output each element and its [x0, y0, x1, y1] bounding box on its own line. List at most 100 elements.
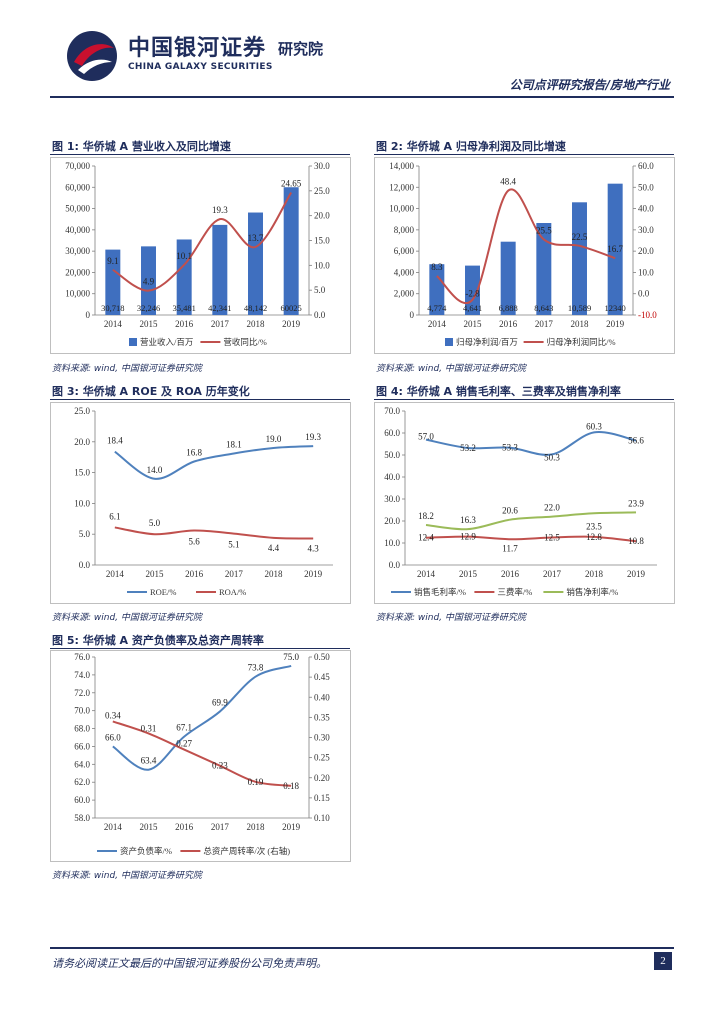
x-tick-label: 2015 [464, 319, 483, 329]
figure-1-source: 资料来源: wind, 中国银河证券研究院 [52, 364, 202, 374]
y-tick-label: 20.0 [384, 516, 400, 526]
series-line [112, 192, 293, 292]
x-tick-label: 2014 [417, 569, 436, 579]
data-label: 5.0 [149, 518, 161, 528]
y-tick-label: 8,000 [394, 225, 415, 235]
data-label: 0.19 [248, 777, 264, 787]
legend-label: 营收同比/% [223, 337, 266, 347]
company-logo: 中国银河证券 研究院 CHINA GALAXY SECURITIES [64, 28, 336, 84]
data-label: 4.3 [308, 544, 320, 554]
bar-value-label: 42,341 [208, 303, 231, 313]
data-label: 18.2 [418, 511, 434, 521]
data-label: 53.3 [502, 443, 518, 453]
header-divider [50, 96, 674, 98]
data-label: 4.4 [268, 543, 280, 553]
y-tick-label-right: 25.0 [314, 186, 330, 196]
y-tick-label: 12,000 [389, 182, 414, 192]
data-label: 60.3 [586, 421, 602, 431]
figure-1-rule [50, 154, 350, 155]
y-tick-label-right: 10.0 [638, 267, 654, 277]
y-tick-label: 70.0 [384, 406, 400, 416]
y-tick-label: 50.0 [384, 450, 400, 460]
y-tick-label-right: 60.0 [638, 161, 654, 171]
y-tick-label: 6,000 [394, 246, 415, 256]
series-line [112, 720, 292, 787]
y-tick-label: 60.0 [74, 795, 90, 805]
bar [429, 264, 445, 315]
bar [283, 187, 299, 315]
data-label: 53.2 [460, 443, 476, 453]
y-tick-label: 0.0 [389, 560, 401, 570]
data-label: 25.5 [536, 225, 552, 235]
y-tick-label: 14,000 [389, 161, 414, 171]
y-tick-label-right: 30.0 [314, 161, 330, 171]
data-label: 23.5 [586, 521, 602, 531]
data-label: 10.8 [628, 536, 644, 546]
data-label: 13.7 [248, 233, 264, 243]
x-tick-label: 2018 [265, 569, 284, 579]
data-label: 0.18 [283, 781, 299, 791]
x-tick-label: 2019 [282, 822, 301, 832]
y-tick-label: 0 [410, 310, 415, 320]
figure-2-title: 图 2: 华侨城 A 归母净利润及同比增速 [376, 140, 566, 153]
y-tick-label: 68.0 [74, 724, 90, 734]
data-label: 22.0 [544, 503, 560, 513]
data-label: 12.9 [460, 532, 476, 542]
data-label: 12.4 [418, 533, 434, 543]
x-tick-label: 2017 [543, 569, 562, 579]
bar-value-label: 32,246 [137, 303, 160, 313]
footer-disclaimer: 请务必阅读正文最后的中国银河证券股份公司免责声明。 [52, 957, 327, 970]
legend-label: 营业收入/百万 [140, 337, 193, 347]
page-number: 2 [654, 952, 672, 970]
data-label: 11.7 [502, 543, 518, 553]
y-tick-label-right: 0.40 [314, 692, 330, 702]
bar [105, 249, 121, 315]
data-label: 20.6 [502, 506, 518, 516]
series-line [425, 511, 637, 531]
bar-value-label: 12340 [605, 303, 626, 313]
data-label: 12.5 [544, 533, 560, 543]
bar [212, 224, 228, 315]
y-tick-label-right: 5.0 [314, 285, 326, 295]
figure-5-source: 资料来源: wind, 中国银河证券研究院 [52, 871, 202, 881]
logo-chinese-name: 中国银河证券 [128, 36, 267, 61]
legend-label: 三费率/% [497, 587, 532, 597]
data-label: 56.6 [628, 435, 644, 445]
figure-3-title: 图 3: 华侨城 A ROE 及 ROA 历年变化 [52, 385, 250, 398]
series-line [114, 526, 314, 540]
legend-label: 归母净利润同比/% [547, 337, 616, 347]
y-tick-label: 4,000 [394, 267, 415, 277]
x-tick-label: 2018 [247, 319, 266, 329]
series-line [436, 188, 616, 304]
x-tick-label: 2016 [499, 319, 518, 329]
y-tick-label-right: 0.35 [314, 712, 330, 722]
data-label: 0.31 [141, 723, 157, 733]
y-tick-label: 25.0 [74, 406, 90, 416]
chart-4-svg: 0.0 10.0 20.0 30.0 40.0 50.0 60.0 70.0 2014 2015 2… [384, 406, 657, 597]
figure-1-chart: 0 10,000 20,000 30,000 40,000 50,000 60,000 70,… [50, 157, 351, 354]
data-label: 50.3 [544, 452, 560, 462]
chart-1-svg: 0 10,000 20,000 30,000 40,000 50,000 60,000 70,… [65, 161, 330, 347]
y-tick-label: 0 [86, 310, 91, 320]
data-label: 8.3 [431, 262, 443, 272]
figure-2-rule [374, 154, 674, 155]
y-tick-label: 76.0 [74, 652, 90, 662]
legend-swatch [445, 338, 453, 346]
figure-3-rule [50, 399, 350, 400]
x-tick-label: 2017 [211, 319, 230, 329]
bar-value-label: 10,589 [568, 303, 591, 313]
x-tick-label: 2016 [175, 822, 194, 832]
y-tick-label: 10,000 [389, 204, 414, 214]
x-tick-label: 2019 [627, 569, 646, 579]
data-label: 16.7 [607, 244, 623, 254]
legend-label: 销售净利率/% [566, 587, 618, 597]
legend-label: 归母净利润/百万 [456, 337, 518, 347]
x-tick-label: 2019 [606, 319, 625, 329]
report-category: 公司点评研究报告/房地产行业 [509, 78, 670, 92]
bar [607, 183, 623, 315]
y-tick-label: 70,000 [65, 161, 90, 171]
x-tick-label: 2017 [211, 822, 230, 832]
figure-1-title: 图 1: 华侨城 A 营业收入及同比增速 [52, 140, 231, 153]
chart-2-svg: 0 2,000 4,000 6,000 8,000 10,000 12,000 14,000 -… [389, 161, 657, 347]
data-label: 69.9 [212, 698, 228, 708]
